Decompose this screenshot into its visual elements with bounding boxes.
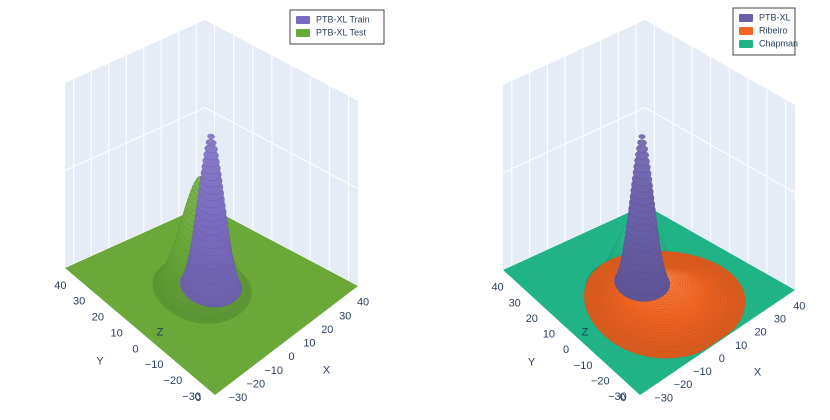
z-axis-title: Z <box>582 326 589 338</box>
back-wall <box>503 20 645 270</box>
x-tick-label: −30 <box>654 392 673 404</box>
y-axis-title: Y <box>96 355 104 367</box>
x-axis-title: X <box>323 364 331 376</box>
legend-label: PTB-XL <box>759 12 791 22</box>
x-tick-label: 0 <box>719 353 725 365</box>
back-wall <box>65 20 205 268</box>
legend: PTB-XL Train PTB-XL Test <box>289 9 385 45</box>
x-tick-label: 10 <box>735 340 747 352</box>
y-tick-label: 30 <box>509 297 521 309</box>
legend-swatch <box>296 16 310 24</box>
x-tick-label: 30 <box>774 314 786 326</box>
legend-swatch <box>739 27 753 35</box>
legend-label: Ribeiro <box>759 25 788 35</box>
legend-swatch <box>739 14 753 22</box>
y-tick-label: −30 <box>182 391 201 403</box>
x-tick-label: 40 <box>357 297 369 309</box>
y-tick-label: 40 <box>491 282 503 294</box>
legend-box <box>289 9 385 45</box>
surface-level <box>636 144 648 153</box>
y-tick-label: 10 <box>111 327 123 339</box>
x-tick-label: 20 <box>754 327 766 339</box>
legend-label: PTB-XL Train <box>316 14 370 24</box>
z-axis-title: Z <box>157 326 164 338</box>
surface-level <box>638 134 646 139</box>
side-wall <box>205 20 358 286</box>
surface-level <box>207 133 215 140</box>
x-axis-title: X <box>754 366 762 378</box>
surface <box>179 133 243 308</box>
x-tick-label: −10 <box>264 365 283 377</box>
y-tick-label: 30 <box>73 296 85 308</box>
y-tick-label: −30 <box>608 391 627 403</box>
surface-level <box>205 139 217 147</box>
y-tick-label: 10 <box>543 329 555 341</box>
y-tick-label: 0 <box>132 343 138 355</box>
y-tick-label: 0 <box>563 344 569 356</box>
y-tick-label: −20 <box>591 375 610 387</box>
y-tick-label: −20 <box>164 375 183 387</box>
surface-level <box>637 139 647 146</box>
y-tick-label: 20 <box>92 312 104 324</box>
y-tick-label: −10 <box>145 359 164 371</box>
legend: PTB-XL Ribeiro Chapman <box>732 7 798 56</box>
x-tick-label: 0 <box>289 351 295 363</box>
legend-swatch <box>296 29 310 37</box>
x-tick-label: 20 <box>321 324 333 336</box>
legend-swatch <box>739 40 753 48</box>
surface <box>614 134 671 302</box>
x-tick-label: 40 <box>793 300 805 312</box>
x-tick-label: 30 <box>339 310 351 322</box>
legend-label: PTB-XL Test <box>316 27 367 37</box>
y-tick-label: −10 <box>574 360 593 372</box>
grid-line <box>64 107 359 190</box>
x-tick-label: −10 <box>693 366 712 378</box>
side-wall <box>645 20 795 290</box>
legend-label: Chapman <box>759 38 798 48</box>
z-tick-label: 0 <box>193 391 203 404</box>
x-tick-label: −20 <box>674 379 693 391</box>
x-tick-label: −20 <box>246 378 265 390</box>
z-tick-label: 0 <box>618 391 628 404</box>
y-tick-label: 40 <box>54 280 66 292</box>
x-tick-label: 10 <box>303 338 315 350</box>
y-tick-label: 20 <box>526 313 538 325</box>
y-axis-title: Y <box>528 356 536 368</box>
x-tick-label: −30 <box>229 392 248 404</box>
grid-line <box>502 107 796 194</box>
